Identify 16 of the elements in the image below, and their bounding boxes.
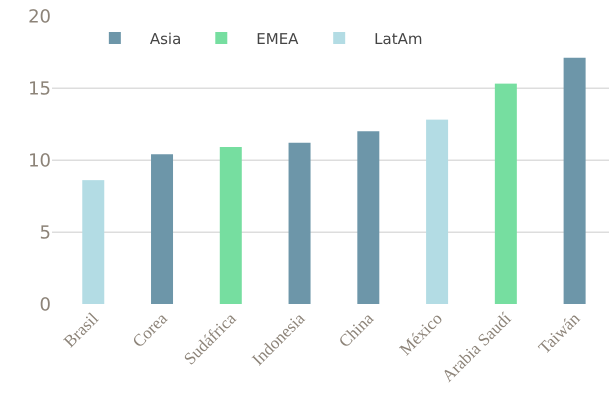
bar [564,58,586,304]
legend-label: LatAm [374,30,422,48]
y-tick-label: 20 [28,6,51,28]
bar [426,120,448,304]
legend-label: EMEA [256,30,300,48]
bar [220,147,242,304]
bar [82,180,104,304]
y-tick-label: 5 [40,222,51,244]
legend-label: Asia [150,30,182,48]
bar [288,142,311,304]
y-tick-label: 15 [28,78,51,100]
y-tick-label: 0 [40,294,51,316]
bar [494,84,517,304]
bar [151,154,174,304]
y-tick-label: 10 [28,150,51,172]
bar [357,131,380,304]
